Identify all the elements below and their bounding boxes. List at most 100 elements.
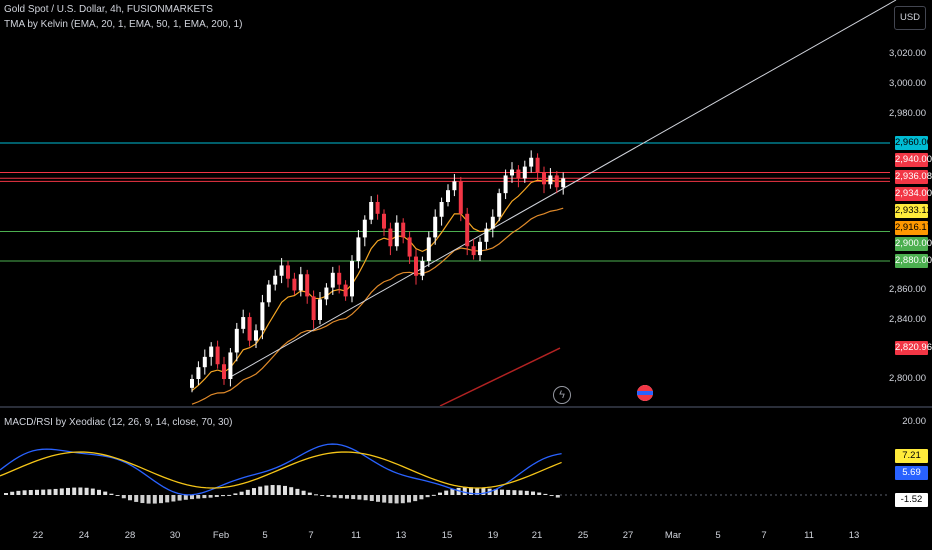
candle-body <box>337 272 342 285</box>
price-tag-ema50: 2,916.17 <box>895 221 932 235</box>
candle-body <box>535 157 540 173</box>
ema-50-line <box>191 207 564 405</box>
histogram-bar <box>165 495 170 503</box>
histogram-bar <box>338 495 343 499</box>
histogram-bar <box>190 495 194 500</box>
histogram-bar <box>221 495 225 497</box>
candle-body <box>311 296 316 320</box>
histogram-bar <box>376 495 380 502</box>
candle-body <box>324 287 329 300</box>
histogram-bar <box>4 493 8 495</box>
histogram-bar <box>66 487 70 495</box>
histogram-bar <box>301 490 306 495</box>
histogram-bar <box>245 489 250 495</box>
histogram-bar <box>115 495 120 496</box>
price-tick: 3,000.00 <box>889 78 926 89</box>
histogram-bar <box>202 495 207 499</box>
ema-200-line <box>439 347 561 407</box>
signal-line <box>0 451 562 489</box>
histogram-bar <box>394 495 399 504</box>
histogram-bar <box>326 495 331 497</box>
histogram-bar <box>159 495 163 504</box>
histogram-bar <box>90 488 95 495</box>
candle-body <box>388 228 393 247</box>
lightning-icon[interactable]: ϟ <box>553 386 571 404</box>
x-tick: 22 <box>32 530 44 541</box>
histogram-bar <box>22 490 27 495</box>
macd-line <box>0 443 562 496</box>
histogram-bar <box>531 491 535 495</box>
x-tick: 19 <box>487 530 499 541</box>
candle-body <box>286 265 290 279</box>
histogram-bar <box>524 490 529 495</box>
price-tag-2960: 2,960.00 <box>895 136 932 150</box>
histogram-bar <box>239 491 244 495</box>
candle-body <box>465 213 470 247</box>
histogram-bar <box>196 495 201 499</box>
price-tag-ema20: 2,933.12 <box>895 204 932 218</box>
candle-body <box>209 346 214 357</box>
candle-body <box>522 166 527 179</box>
candle-body <box>318 299 322 320</box>
histogram-bar <box>41 489 46 495</box>
histogram-bar <box>413 495 418 502</box>
histogram-bar <box>28 490 33 495</box>
histogram-bar <box>425 495 430 498</box>
candle-body <box>478 241 482 256</box>
histogram-bar <box>53 488 58 495</box>
histogram-bar <box>121 495 126 499</box>
histogram-bar <box>84 487 89 495</box>
candles <box>190 150 566 393</box>
candle-body <box>254 330 258 341</box>
histogram-bar <box>270 485 275 495</box>
candle-body <box>215 346 220 365</box>
x-tick: 13 <box>848 530 860 541</box>
candle-body <box>369 202 374 220</box>
price-tag-last: 2,936.08 <box>895 170 932 184</box>
candle-body <box>234 328 239 353</box>
ema-200-path <box>439 347 561 407</box>
histogram-bar <box>72 487 77 495</box>
macd-tick: 20.00 <box>902 416 926 427</box>
candle-body <box>433 216 438 238</box>
x-tick: 5 <box>715 530 721 541</box>
histogram-bar <box>438 492 442 495</box>
candle-body <box>273 275 278 285</box>
histogram-bar <box>543 493 548 495</box>
histogram-bar <box>351 495 356 500</box>
candle-body <box>362 219 367 238</box>
histogram-tag: -1.52 <box>895 493 928 507</box>
candle-body <box>247 317 252 341</box>
histogram-bar <box>103 491 108 495</box>
candle-body <box>222 364 226 379</box>
x-tick: 5 <box>262 530 268 541</box>
macd-panel <box>0 443 890 504</box>
candle-body <box>414 256 418 276</box>
histogram-bar <box>152 495 157 504</box>
candle-body <box>510 169 514 176</box>
histogram-bar <box>16 490 21 495</box>
currency-button[interactable]: USD <box>894 6 926 30</box>
x-tick: 25 <box>577 530 589 541</box>
candle-body <box>490 216 495 229</box>
candle-body <box>343 284 348 297</box>
candle-body <box>516 169 521 179</box>
histogram-bar <box>357 495 362 500</box>
candle-body <box>196 367 201 379</box>
x-tick: 11 <box>804 530 814 541</box>
price-tag-2900: 2,900.00 <box>895 237 932 251</box>
histogram-bar <box>431 494 436 496</box>
histogram-bar <box>47 489 52 495</box>
histogram-bar <box>35 489 39 495</box>
histogram-bar <box>214 495 219 498</box>
flag-icon[interactable] <box>637 385 653 401</box>
histogram-bar <box>456 487 461 495</box>
price-tick: 2,860.00 <box>889 284 926 295</box>
histogram-bar <box>283 485 287 495</box>
x-tick: 24 <box>78 530 90 541</box>
histogram-bar <box>320 495 325 496</box>
price-tick: 2,980.00 <box>889 108 926 119</box>
candle-body <box>484 228 489 242</box>
histogram-bar <box>407 495 411 503</box>
x-tick: 11 <box>351 530 361 541</box>
